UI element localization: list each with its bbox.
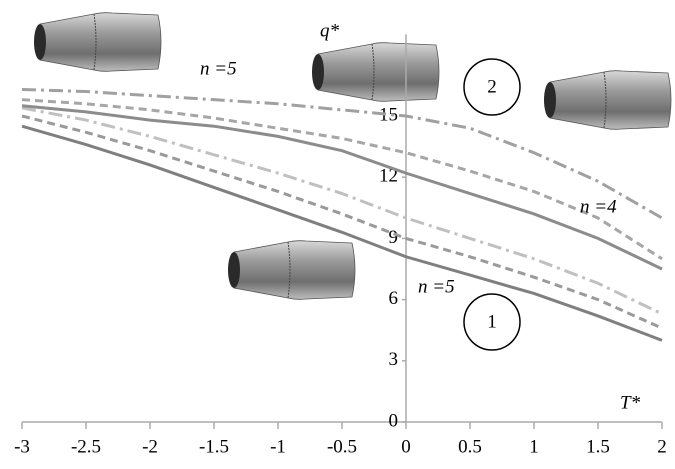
x-tick-label: -3 [14, 436, 30, 457]
x-tick-label: -2 [142, 436, 158, 457]
series-line [21, 104, 663, 271]
nozzle-image [227, 240, 356, 300]
annotation: n =5 [418, 276, 455, 297]
annotation: n =4 [580, 196, 617, 217]
series-line [21, 124, 663, 342]
nozzle-image [543, 70, 672, 130]
x-tick-label: 0 [401, 436, 411, 457]
nozzle-image [33, 12, 162, 72]
series-line [21, 87, 663, 220]
series-line [21, 106, 663, 316]
y-tick-label: 9 [389, 227, 399, 248]
x-tick-label: 2 [657, 436, 667, 457]
y-tick-label: 6 [389, 288, 399, 309]
x-tick-label: 1.5 [586, 436, 610, 457]
circle-label: 1 [487, 311, 497, 332]
circle-marker [463, 293, 521, 351]
y-tick-label: 15 [379, 104, 398, 125]
annotation: n =5 [200, 58, 237, 79]
x-tick-label: -1.5 [199, 436, 229, 457]
series-line [21, 98, 663, 261]
x-tick-label: -1 [270, 436, 286, 457]
y-tick-label: 0 [389, 410, 399, 431]
x-tick-label: 1 [529, 436, 539, 457]
x-tick-label: 0.5 [458, 436, 482, 457]
circle-marker [463, 58, 521, 116]
y-tick-label: 12 [379, 166, 398, 187]
x-tick-label: -0.5 [327, 436, 357, 457]
series-line [21, 114, 663, 330]
nozzle-image [311, 42, 440, 102]
circle-label: 2 [487, 76, 497, 97]
y-axis-label: q* [320, 20, 340, 41]
x-tick-label: -2.5 [71, 436, 101, 457]
x-axis-label: T* [620, 392, 641, 413]
y-tick-label: 3 [389, 349, 399, 370]
